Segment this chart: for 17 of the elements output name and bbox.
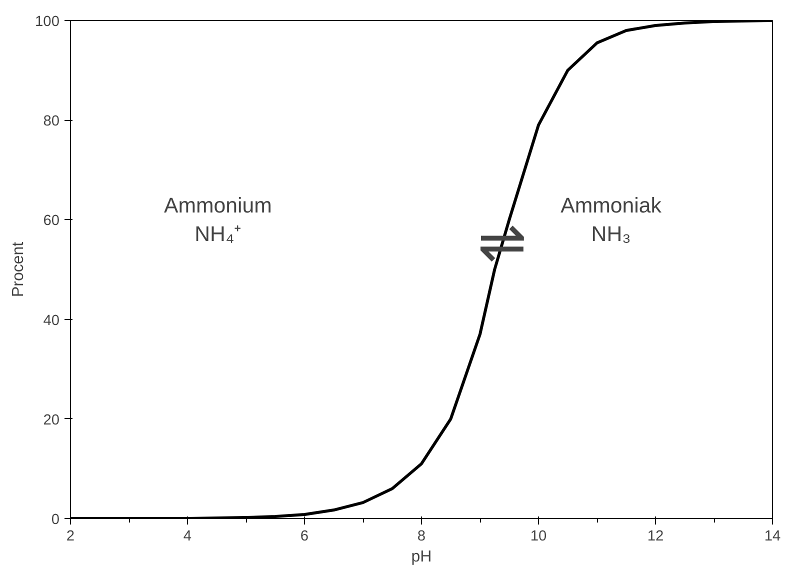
x-tick-label: 4 xyxy=(183,528,192,544)
y-tick-label: 40 xyxy=(43,312,60,329)
y-tick-label: 100 xyxy=(35,14,60,30)
y-tick-label: 80 xyxy=(43,114,60,130)
y-tick-label: 0 xyxy=(51,512,60,528)
x-tick-label: 14 xyxy=(764,528,781,544)
x-tick-label: 8 xyxy=(417,528,426,544)
x-tick-label: 2 xyxy=(66,528,75,544)
y-axis-title: Procent xyxy=(10,241,28,298)
x-tick-label: 10 xyxy=(530,528,547,544)
x-axis-title: pH xyxy=(411,548,432,566)
y-tick-label: 20 xyxy=(43,412,60,428)
y-tick-label: 60 xyxy=(43,213,60,230)
annotation: Ammonium NH₄⁺ xyxy=(164,193,272,246)
annotation: Ammoniak NH₃ xyxy=(560,193,662,246)
x-tick-label: 6 xyxy=(300,528,309,544)
x-tick-label: 12 xyxy=(647,528,664,544)
